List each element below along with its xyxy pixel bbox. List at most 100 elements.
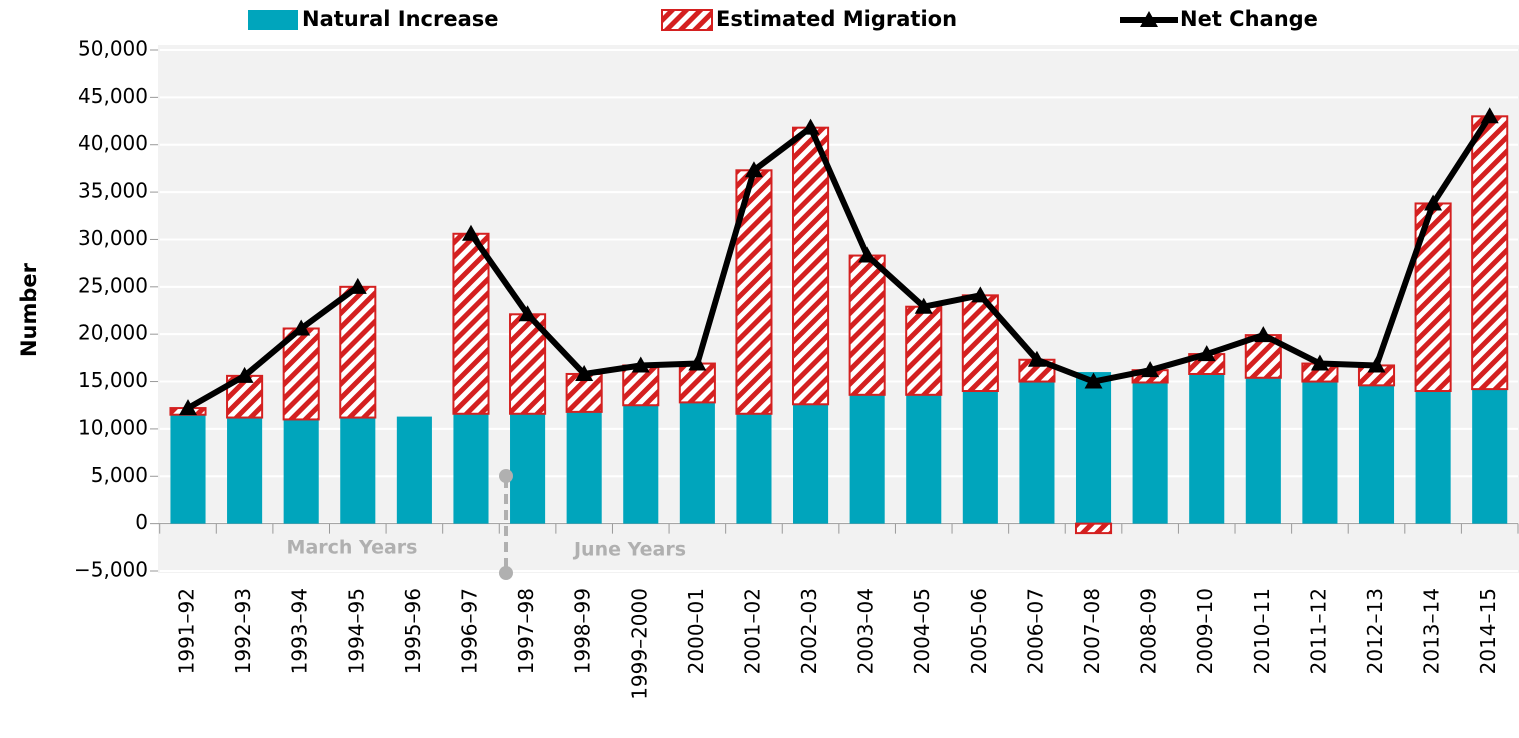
annotation: June Years: [572, 539, 686, 561]
marker: [1367, 356, 1386, 373]
bar: [510, 413, 546, 524]
annotation: March Years: [287, 537, 418, 559]
marker: [1480, 107, 1499, 124]
bar: [282, 327, 320, 421]
legend-label: Net Change: [1180, 7, 1318, 31]
bar: [1074, 522, 1113, 535]
x-tick-label: 2013–14: [1420, 588, 1444, 674]
y-tick-label: 0: [135, 510, 148, 534]
bar: [452, 232, 490, 415]
x-tick-label: 2008–09: [1137, 588, 1161, 674]
x-tick-label: 2000–01: [684, 588, 708, 674]
x-tick-label: 2009–10: [1193, 588, 1217, 674]
legend-swatch: [248, 10, 298, 30]
bar: [906, 394, 942, 524]
y-tick-label: 30,000: [78, 226, 148, 250]
x-tick-label: 1993–94: [288, 588, 312, 674]
bar: [1245, 377, 1281, 524]
x-tick-label: 1996–97: [457, 588, 481, 674]
marker: [1197, 345, 1216, 362]
x-tick-label: 1995–96: [401, 588, 425, 674]
bar: [1472, 389, 1508, 524]
marker: [688, 354, 707, 371]
x-tick-label: 1992–93: [231, 588, 255, 674]
x-tick-label: 2010–11: [1250, 588, 1274, 674]
marker: [801, 118, 820, 135]
y-tick-label: 35,000: [78, 179, 148, 203]
x-tick-label: 2012–13: [1363, 588, 1387, 674]
marker: [292, 319, 311, 336]
legend-label: Estimated Migration: [716, 7, 957, 31]
bar: [170, 414, 206, 524]
bar: [849, 394, 885, 524]
y-tick-label: 25,000: [78, 273, 148, 297]
bar: [340, 417, 376, 524]
bar: [736, 413, 772, 524]
bar: [848, 254, 886, 396]
bar: [283, 419, 319, 524]
x-tick-label: 2011–12: [1306, 588, 1330, 674]
bar: [1244, 334, 1282, 379]
marker: [1254, 326, 1273, 343]
x-tick-label: 1994–95: [344, 588, 368, 674]
marker: [235, 366, 254, 383]
bar: [1415, 391, 1451, 524]
marker: [1310, 354, 1329, 371]
divider-end: [499, 469, 513, 483]
x-tick-label: 1998–99: [571, 588, 595, 674]
marker: [1141, 361, 1160, 378]
x-tick-label: 1997–98: [514, 588, 538, 674]
bar: [1189, 373, 1225, 524]
x-tick-label: 1991–92: [174, 588, 198, 674]
x-tick-label: 2002–03: [797, 588, 821, 674]
y-tick-label: −5,000: [74, 558, 148, 582]
marker: [858, 246, 877, 263]
plot-background: [158, 45, 1519, 573]
marker: [971, 286, 990, 303]
x-tick-label: 2014–15: [1476, 588, 1500, 674]
y-tick-label: 10,000: [78, 415, 148, 439]
bar: [793, 404, 829, 524]
marker: [575, 364, 594, 381]
bar: [396, 416, 432, 524]
bar: [1075, 372, 1112, 524]
bar: [453, 413, 489, 524]
marker: [1027, 350, 1046, 367]
y-tick-label: 15,000: [78, 368, 148, 392]
marker: [178, 399, 197, 416]
x-tick-label: 2003–04: [854, 588, 878, 674]
bar: [962, 391, 998, 524]
x-tick-label: 2007–08: [1080, 588, 1104, 674]
marker: [461, 224, 480, 241]
bar: [1302, 381, 1338, 524]
bar: [623, 405, 659, 524]
bar: [566, 411, 602, 524]
legend-label: Natural Increase: [302, 7, 499, 31]
bar: [1358, 385, 1395, 524]
x-tick-label: 2001–02: [740, 588, 764, 674]
y-tick-label: 40,000: [78, 131, 148, 155]
bar: [905, 305, 943, 396]
x-tick-label: 2005–06: [967, 588, 991, 674]
x-tick-label: 1999–2000: [627, 588, 651, 700]
marker: [631, 356, 650, 373]
y-tick-label: 20,000: [78, 321, 148, 345]
bar: [339, 285, 377, 419]
y-tick-label: 45,000: [78, 84, 148, 108]
divider-end: [499, 566, 513, 580]
legend-marker: [1140, 11, 1158, 27]
legend-swatch: [661, 9, 713, 31]
bar: [1471, 115, 1509, 391]
y-tick-label: 5,000: [91, 463, 148, 487]
marker: [914, 297, 933, 314]
marker: [1084, 372, 1103, 389]
bar: [227, 417, 263, 524]
bar: [1132, 382, 1168, 524]
x-tick-label: 2004–05: [910, 588, 934, 674]
y-axis-label: Number: [17, 262, 41, 357]
marker: [744, 161, 763, 178]
marker: [348, 277, 367, 294]
bar: [792, 126, 830, 406]
y-tick-label: 50,000: [78, 37, 148, 61]
